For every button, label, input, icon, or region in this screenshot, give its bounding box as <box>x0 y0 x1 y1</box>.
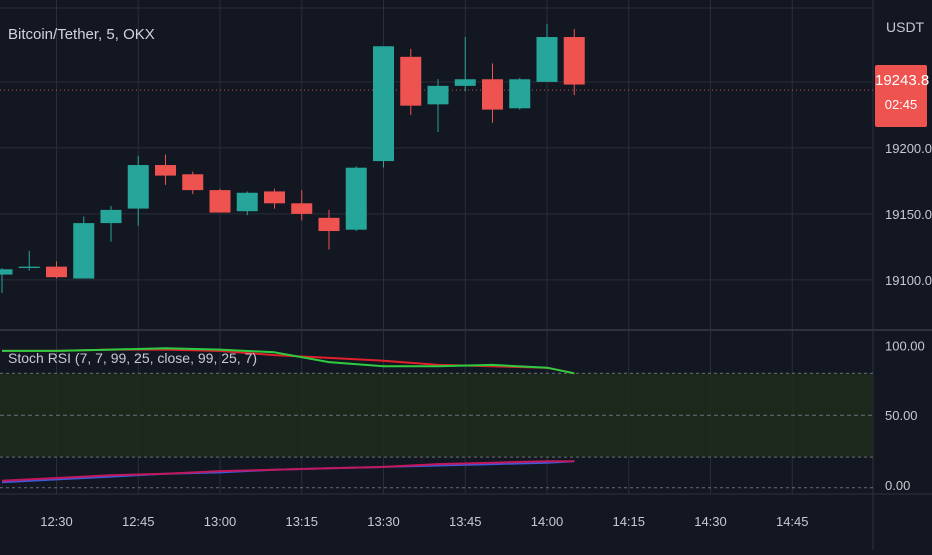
candle[interactable] <box>427 79 449 133</box>
candle-body <box>454 79 476 86</box>
candle[interactable] <box>400 48 422 115</box>
time-axis-tick-label: 13:15 <box>285 514 318 529</box>
candle[interactable] <box>509 77 531 110</box>
candle[interactable] <box>236 191 258 216</box>
indicator-title[interactable]: Stoch RSI (7, 7, 99, 25, close, 99, 25, … <box>8 350 258 366</box>
candle-body <box>73 223 95 279</box>
time-axis-tick-label: 14:15 <box>612 514 645 529</box>
lower-d-line <box>1 460 575 482</box>
candle-body <box>0 269 13 275</box>
stoch-d-line <box>2 347 575 375</box>
candle[interactable] <box>182 171 204 195</box>
stoch-axis-tick-label: 0.00 <box>885 478 910 493</box>
candle-body <box>100 209 122 224</box>
candle[interactable] <box>482 63 503 123</box>
candle[interactable] <box>127 155 149 226</box>
time-axis-tick-label: 14:00 <box>531 514 564 529</box>
candle-body <box>427 85 449 105</box>
candle[interactable] <box>18 250 40 271</box>
candle[interactable] <box>373 46 394 168</box>
time-axis-tick-label: 14:30 <box>694 514 727 529</box>
candle[interactable] <box>46 261 67 279</box>
candle-body <box>563 37 585 85</box>
candle[interactable] <box>155 154 176 185</box>
last-price-tag: 19243.8 02:45 <box>875 65 930 127</box>
candle[interactable] <box>209 188 231 213</box>
candle[interactable] <box>100 205 122 242</box>
candle-body <box>127 165 149 209</box>
candle-body <box>345 167 367 230</box>
time-axis-tick-label: 12:30 <box>40 514 73 529</box>
candle[interactable] <box>563 29 585 96</box>
stoch-axis-tick-label: 50.00 <box>885 408 918 423</box>
candle-body <box>400 56 422 106</box>
candle-body <box>373 46 394 162</box>
candle[interactable] <box>536 23 558 82</box>
candle-body <box>46 266 67 278</box>
price-axis-tick-label: 19200.0 <box>885 141 932 156</box>
time-axis-tick-label: 13:45 <box>449 514 482 529</box>
stoch-axis-tick-label: 100.00 <box>885 338 925 353</box>
candle-body <box>264 191 285 204</box>
candle[interactable] <box>318 209 340 250</box>
candle-body <box>236 192 258 212</box>
candle-body <box>18 266 40 268</box>
time-axis-tick-label: 13:30 <box>367 514 400 529</box>
time-axis-tick-label: 14:45 <box>776 514 809 529</box>
candle-body <box>209 190 231 213</box>
candle-body <box>155 165 176 176</box>
candle[interactable] <box>73 216 95 279</box>
price-axis-tick-label: 19100.0 <box>885 273 932 288</box>
candle[interactable] <box>291 190 313 221</box>
candle[interactable] <box>0 267 13 294</box>
time-axis-tick-label: 12:45 <box>122 514 155 529</box>
price-axis-tick-label: 19150.0 <box>885 207 932 222</box>
candle-body <box>182 174 204 191</box>
symbol-title[interactable]: Bitcoin/Tether, 5, OKX <box>8 26 155 43</box>
candle-body <box>509 79 531 109</box>
candle-body <box>291 203 313 214</box>
candle[interactable] <box>454 37 476 92</box>
candle[interactable] <box>264 188 285 209</box>
candle-body <box>482 79 503 110</box>
last-price-value: 19243.8 <box>875 72 930 89</box>
time-axis-tick-label: 13:00 <box>204 514 237 529</box>
bar-countdown-timer: 02:45 <box>884 97 918 112</box>
candle-body <box>536 37 558 82</box>
candle[interactable] <box>345 166 367 232</box>
candle-body <box>318 217 340 232</box>
currency-label: USDT <box>886 19 925 35</box>
